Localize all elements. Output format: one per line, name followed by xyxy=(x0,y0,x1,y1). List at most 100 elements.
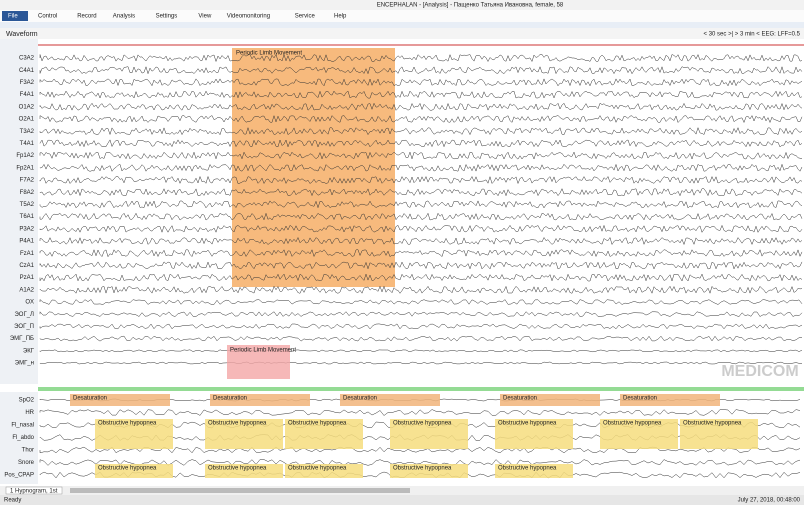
channel-label: F8A2 xyxy=(20,190,35,196)
eeg-trace xyxy=(39,361,803,365)
menu-item[interactable]: Record xyxy=(77,14,96,20)
channel-label: T5A2 xyxy=(20,202,35,208)
eeg-trace xyxy=(39,273,803,282)
eeg-trace xyxy=(39,200,803,209)
hypopnea-event[interactable] xyxy=(95,464,173,478)
hypopnea-event[interactable] xyxy=(205,464,283,478)
channel-label: ЭМГ_ПБ xyxy=(10,336,34,342)
event-label: Desaturation xyxy=(213,396,247,402)
menu-item[interactable]: Videomonitoring xyxy=(227,14,270,20)
eeg-trace xyxy=(39,298,803,305)
event-label: Desaturation xyxy=(343,396,377,402)
channel-label: O1A2 xyxy=(19,104,35,110)
poly-trace xyxy=(39,459,801,466)
channel-label: PzA1 xyxy=(20,275,35,281)
menu-item[interactable]: Service xyxy=(295,14,316,20)
eeg-trace xyxy=(39,224,803,233)
poly-trace xyxy=(39,409,801,416)
channel-label: ЭОГ_Л xyxy=(14,312,34,318)
channel-label: ЭОГ_П xyxy=(14,324,34,330)
menu-item[interactable]: File xyxy=(8,14,18,20)
event-label: Obstructive hypopnea xyxy=(98,466,157,472)
channel-label-column xyxy=(0,39,38,384)
desaturation-event[interactable] xyxy=(340,394,440,406)
desaturation-event[interactable] xyxy=(210,394,310,406)
channel-label: T3A2 xyxy=(20,129,35,135)
hypopnea-event[interactable] xyxy=(495,419,573,449)
status-right: July 27, 2018, 00:48:00 xyxy=(738,498,801,504)
desaturation-event[interactable] xyxy=(70,394,170,406)
eeg-trace xyxy=(39,102,803,111)
event-marker[interactable] xyxy=(227,345,290,357)
hypopnea-event[interactable] xyxy=(390,464,468,478)
channel-label: C4A1 xyxy=(19,68,35,74)
event-label: Obstructive hypopnea xyxy=(683,421,742,427)
event-label: Obstructive hypopnea xyxy=(393,466,452,472)
channel-label: Thor xyxy=(22,448,34,454)
event-label: Obstructive hypopnea xyxy=(393,421,452,427)
menu-item[interactable]: Analysis xyxy=(113,14,135,20)
tab-label[interactable]: 1 Hypnogram, 1st xyxy=(10,489,58,495)
hypopnea-event[interactable] xyxy=(285,419,363,449)
hypopnea-event[interactable] xyxy=(600,419,678,449)
event-label: Obstructive hypopnea xyxy=(498,466,557,472)
channel-label: F4A1 xyxy=(20,92,35,98)
channel-label: ЭКГ xyxy=(23,348,35,354)
event-label: Obstructive hypopnea xyxy=(498,421,557,427)
eeg-trace xyxy=(39,114,803,124)
desaturation-event[interactable] xyxy=(620,394,720,406)
event-label: Obstructive hypopnea xyxy=(288,466,347,472)
event-marker[interactable] xyxy=(227,357,290,379)
eeg-trace xyxy=(39,65,803,75)
eeg-trace xyxy=(39,311,803,317)
event-label: Obstructive hypopnea xyxy=(208,421,267,427)
eeg-trace xyxy=(39,139,803,148)
eeg-trace xyxy=(39,175,803,185)
hypopnea-event[interactable] xyxy=(495,464,573,478)
channel-label: Snore xyxy=(18,460,35,466)
channel-label: A1A2 xyxy=(19,287,34,293)
hypnogram-band xyxy=(38,387,804,391)
event-label: Desaturation xyxy=(623,396,657,402)
channel-label: P3A2 xyxy=(19,226,34,232)
ribbon xyxy=(0,22,804,28)
eeg-trace xyxy=(39,90,803,99)
menu-item[interactable]: Control xyxy=(38,14,57,20)
scrollbar-thumb[interactable] xyxy=(70,488,410,493)
eeg-trace xyxy=(39,212,803,221)
channel-label: F7A2 xyxy=(20,178,35,184)
eeg-trace xyxy=(39,53,803,63)
hypopnea-event[interactable] xyxy=(285,464,363,478)
tab[interactable] xyxy=(5,486,63,495)
channel-label: Pos_CPAP xyxy=(4,473,34,479)
event-label: Obstructive hypopnea xyxy=(288,421,347,427)
menu-item[interactable]: Help xyxy=(334,14,347,20)
channel-label: T6A1 xyxy=(20,214,35,220)
hypopnea-event[interactable] xyxy=(680,419,758,449)
status-bar xyxy=(0,495,804,505)
eeg-trace xyxy=(39,163,803,172)
menu-item[interactable]: View xyxy=(198,14,212,20)
channel-label-column xyxy=(0,392,38,484)
event-label: Desaturation xyxy=(73,396,107,402)
eeg-trace xyxy=(39,188,803,197)
hypopnea-event[interactable] xyxy=(390,419,468,449)
menu-item[interactable]: Settings xyxy=(156,14,178,20)
toolbar-info[interactable]: < 30 sec >| > 3 min < EEG: LFF=0.5 xyxy=(704,32,801,38)
eeg-trace xyxy=(39,249,803,258)
desaturation-event[interactable] xyxy=(500,394,600,406)
event-label: Desaturation xyxy=(503,396,537,402)
title-bar xyxy=(0,0,804,10)
event-label: Periodic Limb Movement xyxy=(236,51,302,57)
hypopnea-event[interactable] xyxy=(95,419,173,449)
channel-label: OX xyxy=(25,300,34,306)
channel-label: O2A1 xyxy=(19,117,35,123)
eeg-trace xyxy=(39,285,803,294)
event-label: Periodic Limb Movement xyxy=(230,348,296,354)
eeg-trace xyxy=(39,126,803,136)
hypopnea-event[interactable] xyxy=(205,419,283,449)
eeg-trace xyxy=(39,236,803,246)
event-label: Obstructive hypopnea xyxy=(208,466,267,472)
toolbar xyxy=(0,28,804,39)
